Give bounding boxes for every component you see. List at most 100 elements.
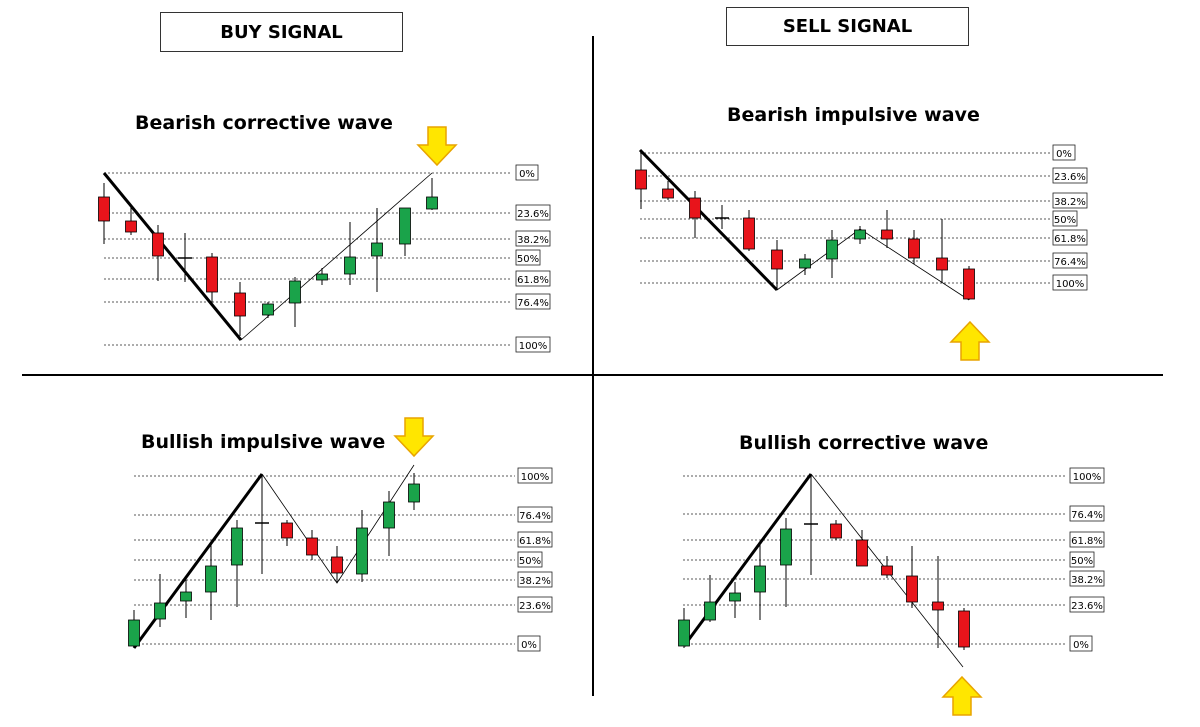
fib-level-label: 23.6%: [1071, 601, 1103, 612]
fib-level-label: 38.2%: [1071, 575, 1103, 586]
candle-body: [754, 565, 766, 593]
fib-level-label: 50%: [519, 556, 541, 567]
fib-level-label: 38.2%: [1054, 197, 1086, 208]
fib-level-label: 23.6%: [1054, 172, 1086, 183]
candle-bull: [289, 277, 301, 327]
panel-title-bullish-corrective: Bullish corrective wave: [739, 432, 989, 454]
candle-bear: [908, 230, 920, 264]
candle-bull: [128, 610, 140, 648]
fib-level-box: [1052, 229, 1088, 246]
fib-level-box: [1069, 531, 1105, 548]
fib-level-box: [1052, 210, 1078, 227]
candle-bear: [881, 556, 893, 578]
fib-level-box: [1052, 144, 1076, 161]
fib-level-box: [1069, 570, 1105, 587]
candle-bear: [331, 546, 343, 583]
candle-bear: [743, 210, 755, 251]
candle-bull: [826, 230, 838, 278]
candle-body: [180, 591, 192, 602]
fib-level-label: 0%: [1056, 149, 1072, 160]
candle-bull: [729, 582, 741, 618]
fib-level-label: 61.8%: [517, 275, 549, 286]
fib-level-box: [517, 635, 541, 652]
candle-body: [908, 238, 920, 259]
panel-title-bullish-impulsive: Bullish impulsive wave: [141, 431, 386, 453]
fib-level-box: [515, 336, 551, 353]
candle-bear: [281, 520, 293, 546]
sell-signal-header: SELL SIGNAL: [726, 7, 969, 46]
candle-body: [771, 249, 783, 270]
fib-level-box: [1052, 252, 1088, 269]
fib-level-label: 50%: [1054, 215, 1076, 226]
candle-bear: [963, 266, 975, 300]
panel-title-bearish-impulsive: Bearish impulsive wave: [727, 104, 980, 126]
candle-body: [426, 196, 438, 210]
candle-bull: [180, 580, 192, 618]
fib-level-label: 76.4%: [517, 298, 549, 309]
candle-body: [408, 483, 420, 503]
candle-body: [780, 528, 792, 566]
candle-bull: [678, 608, 690, 648]
fib-level-box: [517, 551, 543, 568]
panel-bearish-corrective: 0% 23.6% 38.2% 50% 61.8% 76.4% 100%: [98, 126, 551, 353]
candle-bear: [635, 152, 647, 209]
fib-level-label: 61.8%: [1071, 536, 1103, 547]
candle-body: [128, 619, 140, 647]
candle-body: [729, 592, 741, 602]
candle-body: [932, 601, 944, 611]
candle-bull: [799, 254, 811, 275]
fib-level-label: 23.6%: [517, 209, 549, 220]
panel-bullish-corrective: 100% 76.4% 61.8% 50% 38.2% 23.6% 0%: [678, 467, 1105, 716]
down-arrow-icon: [393, 417, 435, 458]
buy-signal-label: BUY SIGNAL: [220, 21, 343, 43]
candle-bull: [426, 178, 438, 210]
candle-body: [906, 575, 918, 603]
candle-body: [316, 273, 328, 281]
fib-level-box: [515, 164, 539, 181]
candle-bear: [958, 608, 970, 650]
candle-bull: [408, 473, 420, 510]
fib-level-label: 61.8%: [519, 536, 551, 547]
candle-bull: [316, 268, 328, 285]
panel-bearish-impulsive: 0% 23.6% 38.2% 50% 61.8% 76.4% 100%: [635, 144, 1088, 361]
candle-doji: [178, 233, 192, 282]
fib-level-label: 0%: [1073, 640, 1089, 651]
candle-body: [262, 303, 274, 316]
candle-bear: [234, 282, 246, 336]
candle-bull: [371, 208, 383, 292]
fib-level-label: 100%: [519, 341, 548, 352]
panel-title-bearish-corrective: Bearish corrective wave: [135, 112, 393, 134]
fib-level-box: [1069, 551, 1095, 568]
candle-body: [662, 188, 674, 199]
fib-level-label: 38.2%: [517, 235, 549, 246]
up-arrow-icon: [949, 320, 991, 361]
candle-body: [399, 207, 411, 245]
candle-bull: [205, 545, 217, 620]
candle-bear: [125, 206, 137, 235]
candle-body: [289, 280, 301, 304]
candle-body: [125, 220, 137, 233]
candle-bull: [704, 575, 716, 622]
candle-bull: [231, 520, 243, 607]
candle-body: [234, 292, 246, 317]
candle-body: [154, 602, 166, 620]
fib-level-label: 0%: [519, 169, 535, 180]
fib-level-label: 100%: [521, 472, 550, 483]
fib-level-box: [1069, 467, 1105, 484]
candle-bull: [262, 302, 274, 318]
fib-level-label: 0%: [521, 640, 537, 651]
fib-level-box: [517, 571, 553, 588]
fib-level-label: 76.4%: [1071, 510, 1103, 521]
candle-bull: [780, 518, 792, 607]
candle-body: [356, 527, 368, 575]
candle-bull: [344, 222, 356, 285]
up-arrow-icon: [941, 675, 983, 716]
fib-level-label: 50%: [517, 254, 539, 265]
candle-bull: [399, 207, 411, 256]
candle-bear: [306, 530, 318, 560]
candle-bull: [154, 574, 166, 627]
candle-bear: [662, 181, 674, 200]
candle-bear: [856, 530, 868, 567]
fib-level-box: [517, 506, 553, 523]
